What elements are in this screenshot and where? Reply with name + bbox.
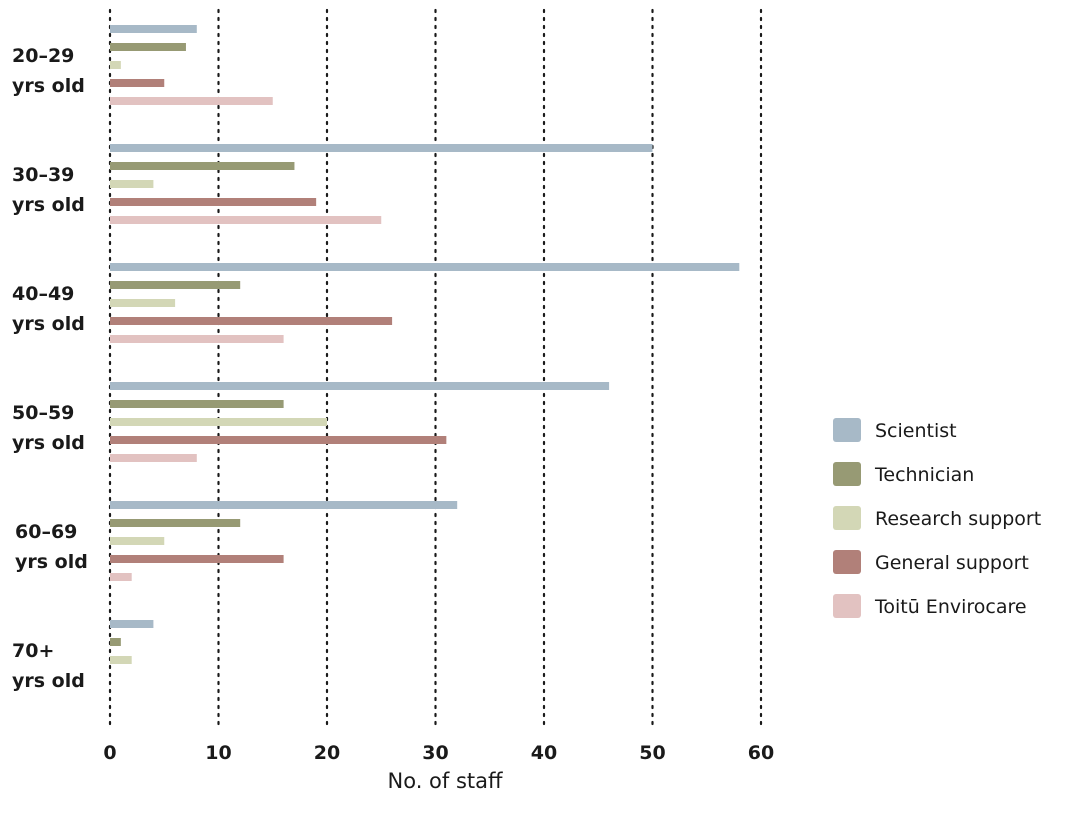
bar-scientist-4: [110, 501, 458, 509]
bar-general-support-3: [110, 436, 447, 444]
category-label-1-line-1: yrs old: [12, 194, 85, 216]
x-tick-label-20: 20: [314, 742, 340, 764]
legend-swatch-4: [833, 594, 861, 618]
bar-general-support-4: [110, 555, 284, 563]
bar-technician-0: [110, 43, 186, 51]
x-axis-title: No. of staff: [388, 769, 503, 793]
bar-toit-envirocare-1: [110, 216, 382, 224]
bar-scientist-0: [110, 25, 197, 33]
bar-technician-3: [110, 400, 284, 408]
category-label-4-line-1: yrs old: [15, 551, 88, 573]
bar-scientist-5: [110, 620, 154, 628]
bar-toit-envirocare-2: [110, 335, 284, 343]
bar-toit-envirocare-0: [110, 97, 273, 105]
category-label-0-line-0: 20–29: [12, 45, 74, 67]
bar-general-support-0: [110, 79, 165, 87]
bar-scientist-3: [110, 382, 610, 390]
category-label-4-line-0: 60–69: [15, 521, 77, 543]
x-tick-labels: 0 10 20 30 40 50 60: [103, 742, 774, 764]
bar-technician-5: [110, 638, 121, 646]
bar-general-support-2: [110, 317, 393, 325]
legend-label-1: Technician: [874, 464, 974, 486]
x-tick-label-30: 30: [422, 742, 448, 764]
legend-label-4: Toitū Envirocare: [874, 596, 1027, 618]
category-labels: 20–29 yrs old 30–39 yrs old 40–49 yrs old 50–5…: [12, 45, 88, 692]
bars: [110, 25, 740, 664]
legend-label-3: General support: [875, 552, 1029, 574]
x-tick-label-10: 10: [205, 742, 231, 764]
category-label-3-line-1: yrs old: [12, 432, 85, 454]
legend-swatch-0: [833, 418, 861, 442]
bar-technician-1: [110, 162, 295, 170]
category-label-1-line-0: 30–39: [12, 164, 74, 186]
bar-research-support-1: [110, 180, 154, 188]
gridlines: [108, 8, 763, 726]
category-label-5-line-1: yrs old: [12, 670, 85, 692]
bar-scientist-2: [110, 263, 740, 271]
x-tick-label-50: 50: [639, 742, 665, 764]
legend: Scientist Technician Research support Gener…: [833, 418, 1041, 618]
category-label-5-line-0: 70+: [12, 640, 54, 662]
bar-general-support-1: [110, 198, 317, 206]
bar-research-support-3: [110, 418, 327, 426]
bar-research-support-4: [110, 537, 165, 545]
legend-swatch-2: [833, 506, 861, 530]
bar-technician-2: [110, 281, 241, 289]
x-tick-label-40: 40: [531, 742, 557, 764]
category-label-2-line-0: 40–49: [12, 283, 74, 305]
bar-toit-envirocare-3: [110, 454, 197, 462]
bar-scientist-1: [110, 144, 653, 152]
legend-swatch-1: [833, 462, 861, 486]
bar-technician-4: [110, 519, 241, 527]
x-tick-label-60: 60: [748, 742, 774, 764]
bar-toit-envirocare-4: [110, 573, 132, 581]
legend-swatch-3: [833, 550, 861, 574]
category-label-3-line-0: 50–59: [12, 402, 74, 424]
category-label-2-line-1: yrs old: [12, 313, 85, 335]
bar-research-support-0: [110, 61, 121, 69]
legend-label-2: Research support: [875, 508, 1041, 530]
category-label-0-line-1: yrs old: [12, 75, 85, 97]
legend-label-0: Scientist: [875, 420, 957, 442]
bar-research-support-2: [110, 299, 176, 307]
x-tick-label-0: 0: [103, 742, 116, 764]
bar-research-support-5: [110, 656, 132, 664]
